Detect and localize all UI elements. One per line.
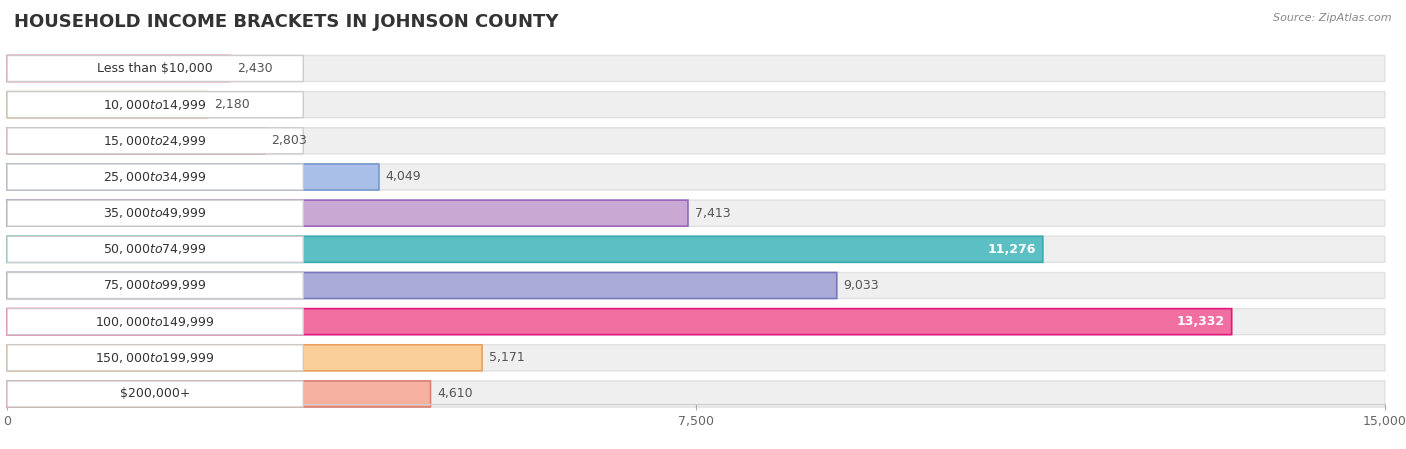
Text: $25,000 to $34,999: $25,000 to $34,999 [104, 170, 207, 184]
Text: 13,332: 13,332 [1177, 315, 1225, 328]
Text: $35,000 to $49,999: $35,000 to $49,999 [104, 206, 207, 220]
FancyBboxPatch shape [7, 345, 1385, 371]
Text: $150,000 to $199,999: $150,000 to $199,999 [96, 351, 215, 365]
FancyBboxPatch shape [7, 128, 304, 154]
FancyBboxPatch shape [7, 308, 304, 335]
Text: 11,276: 11,276 [987, 243, 1036, 256]
FancyBboxPatch shape [7, 308, 1385, 335]
FancyBboxPatch shape [7, 92, 1385, 118]
FancyBboxPatch shape [7, 92, 207, 118]
Text: 4,610: 4,610 [437, 387, 472, 401]
Text: $75,000 to $99,999: $75,000 to $99,999 [104, 278, 207, 292]
Text: $50,000 to $74,999: $50,000 to $74,999 [104, 242, 207, 256]
Text: $15,000 to $24,999: $15,000 to $24,999 [104, 134, 207, 148]
Text: HOUSEHOLD INCOME BRACKETS IN JOHNSON COUNTY: HOUSEHOLD INCOME BRACKETS IN JOHNSON COU… [14, 13, 558, 31]
Text: Source: ZipAtlas.com: Source: ZipAtlas.com [1274, 13, 1392, 23]
Text: 5,171: 5,171 [489, 351, 524, 364]
FancyBboxPatch shape [7, 56, 304, 82]
FancyBboxPatch shape [7, 236, 1043, 262]
FancyBboxPatch shape [7, 56, 1385, 82]
Text: 9,033: 9,033 [844, 279, 879, 292]
Text: $100,000 to $149,999: $100,000 to $149,999 [96, 315, 215, 329]
FancyBboxPatch shape [7, 92, 304, 118]
FancyBboxPatch shape [7, 381, 430, 407]
FancyBboxPatch shape [7, 200, 1385, 226]
FancyBboxPatch shape [7, 273, 304, 299]
FancyBboxPatch shape [7, 200, 304, 226]
FancyBboxPatch shape [7, 164, 380, 190]
FancyBboxPatch shape [7, 345, 482, 371]
FancyBboxPatch shape [7, 164, 304, 190]
FancyBboxPatch shape [7, 381, 1385, 407]
Text: 4,049: 4,049 [385, 171, 422, 184]
FancyBboxPatch shape [7, 381, 304, 407]
Text: 2,430: 2,430 [238, 62, 273, 75]
FancyBboxPatch shape [7, 236, 1385, 262]
Text: 7,413: 7,413 [695, 207, 731, 220]
FancyBboxPatch shape [7, 56, 231, 82]
FancyBboxPatch shape [7, 273, 1385, 299]
FancyBboxPatch shape [7, 164, 1385, 190]
FancyBboxPatch shape [7, 308, 1232, 335]
FancyBboxPatch shape [7, 345, 304, 371]
Text: 2,180: 2,180 [214, 98, 250, 111]
FancyBboxPatch shape [7, 128, 1385, 154]
FancyBboxPatch shape [7, 273, 837, 299]
Text: $200,000+: $200,000+ [120, 387, 190, 401]
Text: Less than $10,000: Less than $10,000 [97, 62, 214, 75]
FancyBboxPatch shape [7, 128, 264, 154]
FancyBboxPatch shape [7, 200, 688, 226]
Text: 2,803: 2,803 [271, 134, 307, 147]
FancyBboxPatch shape [7, 236, 304, 262]
Text: $10,000 to $14,999: $10,000 to $14,999 [104, 98, 207, 112]
